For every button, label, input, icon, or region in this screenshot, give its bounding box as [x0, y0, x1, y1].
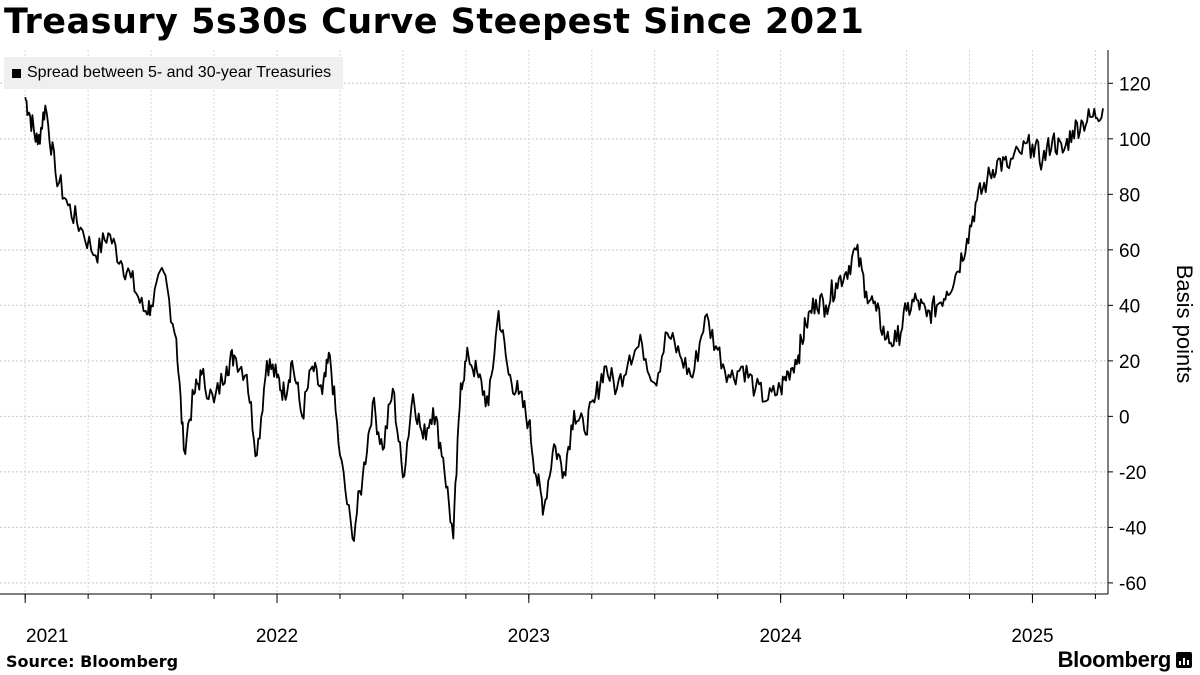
bar-chart-icon: [1176, 652, 1192, 668]
legend-swatch: [12, 68, 21, 78]
y-tick-label: 60: [1119, 241, 1140, 262]
series-layer: [24, 96, 1104, 542]
y-tick-label: 100: [1119, 130, 1151, 151]
y-tick-label: 20: [1119, 352, 1140, 373]
grid-lines: [0, 50, 1108, 594]
bloomberg-logo: Bloomberg: [1058, 647, 1192, 673]
legend-label: Spread between 5- and 30-year Treasuries: [27, 64, 332, 81]
y-tick-label: -40: [1119, 518, 1146, 539]
brand-wordmark: Bloomberg: [1057, 647, 1172, 672]
y-tick-label: -60: [1119, 574, 1146, 595]
x-tick-label: 2022: [256, 626, 298, 647]
x-tick-label: 2021: [26, 626, 68, 647]
x-tick-label: 2023: [508, 626, 550, 647]
y-tick-label: 80: [1119, 185, 1140, 206]
legend: Spread between 5- and 30-year Treasuries: [4, 57, 344, 89]
series-line: [24, 96, 1104, 542]
y-tick-label: -20: [1119, 463, 1146, 484]
y-tick-label: 40: [1119, 296, 1140, 317]
x-tick-label: 2024: [759, 626, 802, 647]
axes: -60 -40 -20 0 20 40 60 80 100 120 2021 2022 2023 2024…: [0, 50, 1151, 647]
y-axis-label: Basis points: [1172, 264, 1197, 384]
y-tick-label: 120: [1119, 74, 1151, 95]
y-tick-label: 0: [1119, 407, 1130, 428]
chart-title: Treasury 5s30s Curve Steepest Since 2021: [4, 2, 865, 42]
x-tick-label: 2025: [1011, 626, 1053, 647]
source-note: Source: Bloomberg: [6, 652, 179, 671]
